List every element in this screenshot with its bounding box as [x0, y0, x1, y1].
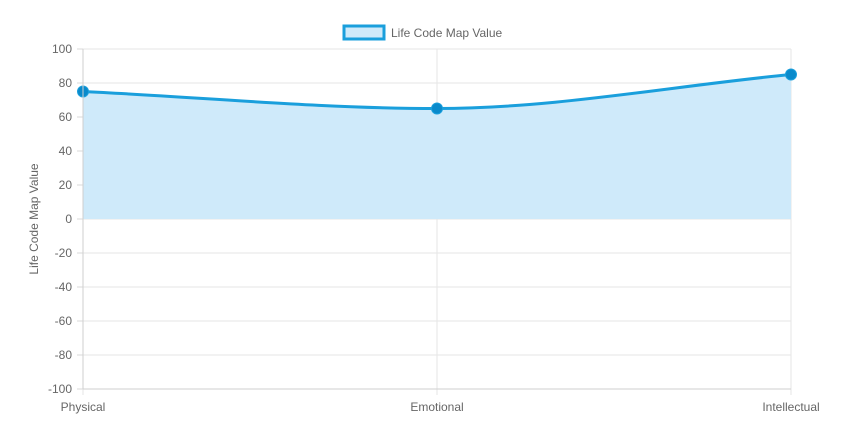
x-tick-label: Intellectual: [762, 400, 819, 414]
legend[interactable]: Life Code Map Value: [342, 24, 503, 41]
y-tick-label: 40: [59, 144, 73, 158]
area-fill-layer: [83, 74, 791, 219]
y-tick-label: -100: [48, 382, 72, 396]
y-tick-label: -40: [55, 280, 73, 294]
data-point-emotional[interactable]: [431, 102, 443, 115]
y-tick-label: -80: [55, 348, 73, 362]
legend-label[interactable]: Life Code Map Value: [391, 26, 503, 40]
data-points-layer: [77, 68, 797, 115]
y-tick-label: 80: [59, 76, 73, 90]
legend-swatch[interactable]: [342, 24, 386, 41]
series-area-fill: [83, 74, 791, 219]
y-axis-title: Life Code Map Value: [27, 163, 41, 275]
y-tick-label: -20: [55, 246, 73, 260]
y-tick-label: 0: [65, 212, 72, 226]
data-point-intellectual[interactable]: [785, 68, 797, 81]
y-tick-label: 20: [59, 178, 73, 192]
x-tick-label: Emotional: [410, 400, 463, 414]
y-tick-label: -60: [55, 314, 73, 328]
x-tick-label: Physical: [61, 400, 106, 414]
axes: 100 80 60 40 20 0 -20 -40 -60 -80 -100 Physical Emot…: [48, 42, 820, 414]
y-tick-label: 60: [59, 110, 73, 124]
y-tick-label: 100: [52, 42, 72, 56]
